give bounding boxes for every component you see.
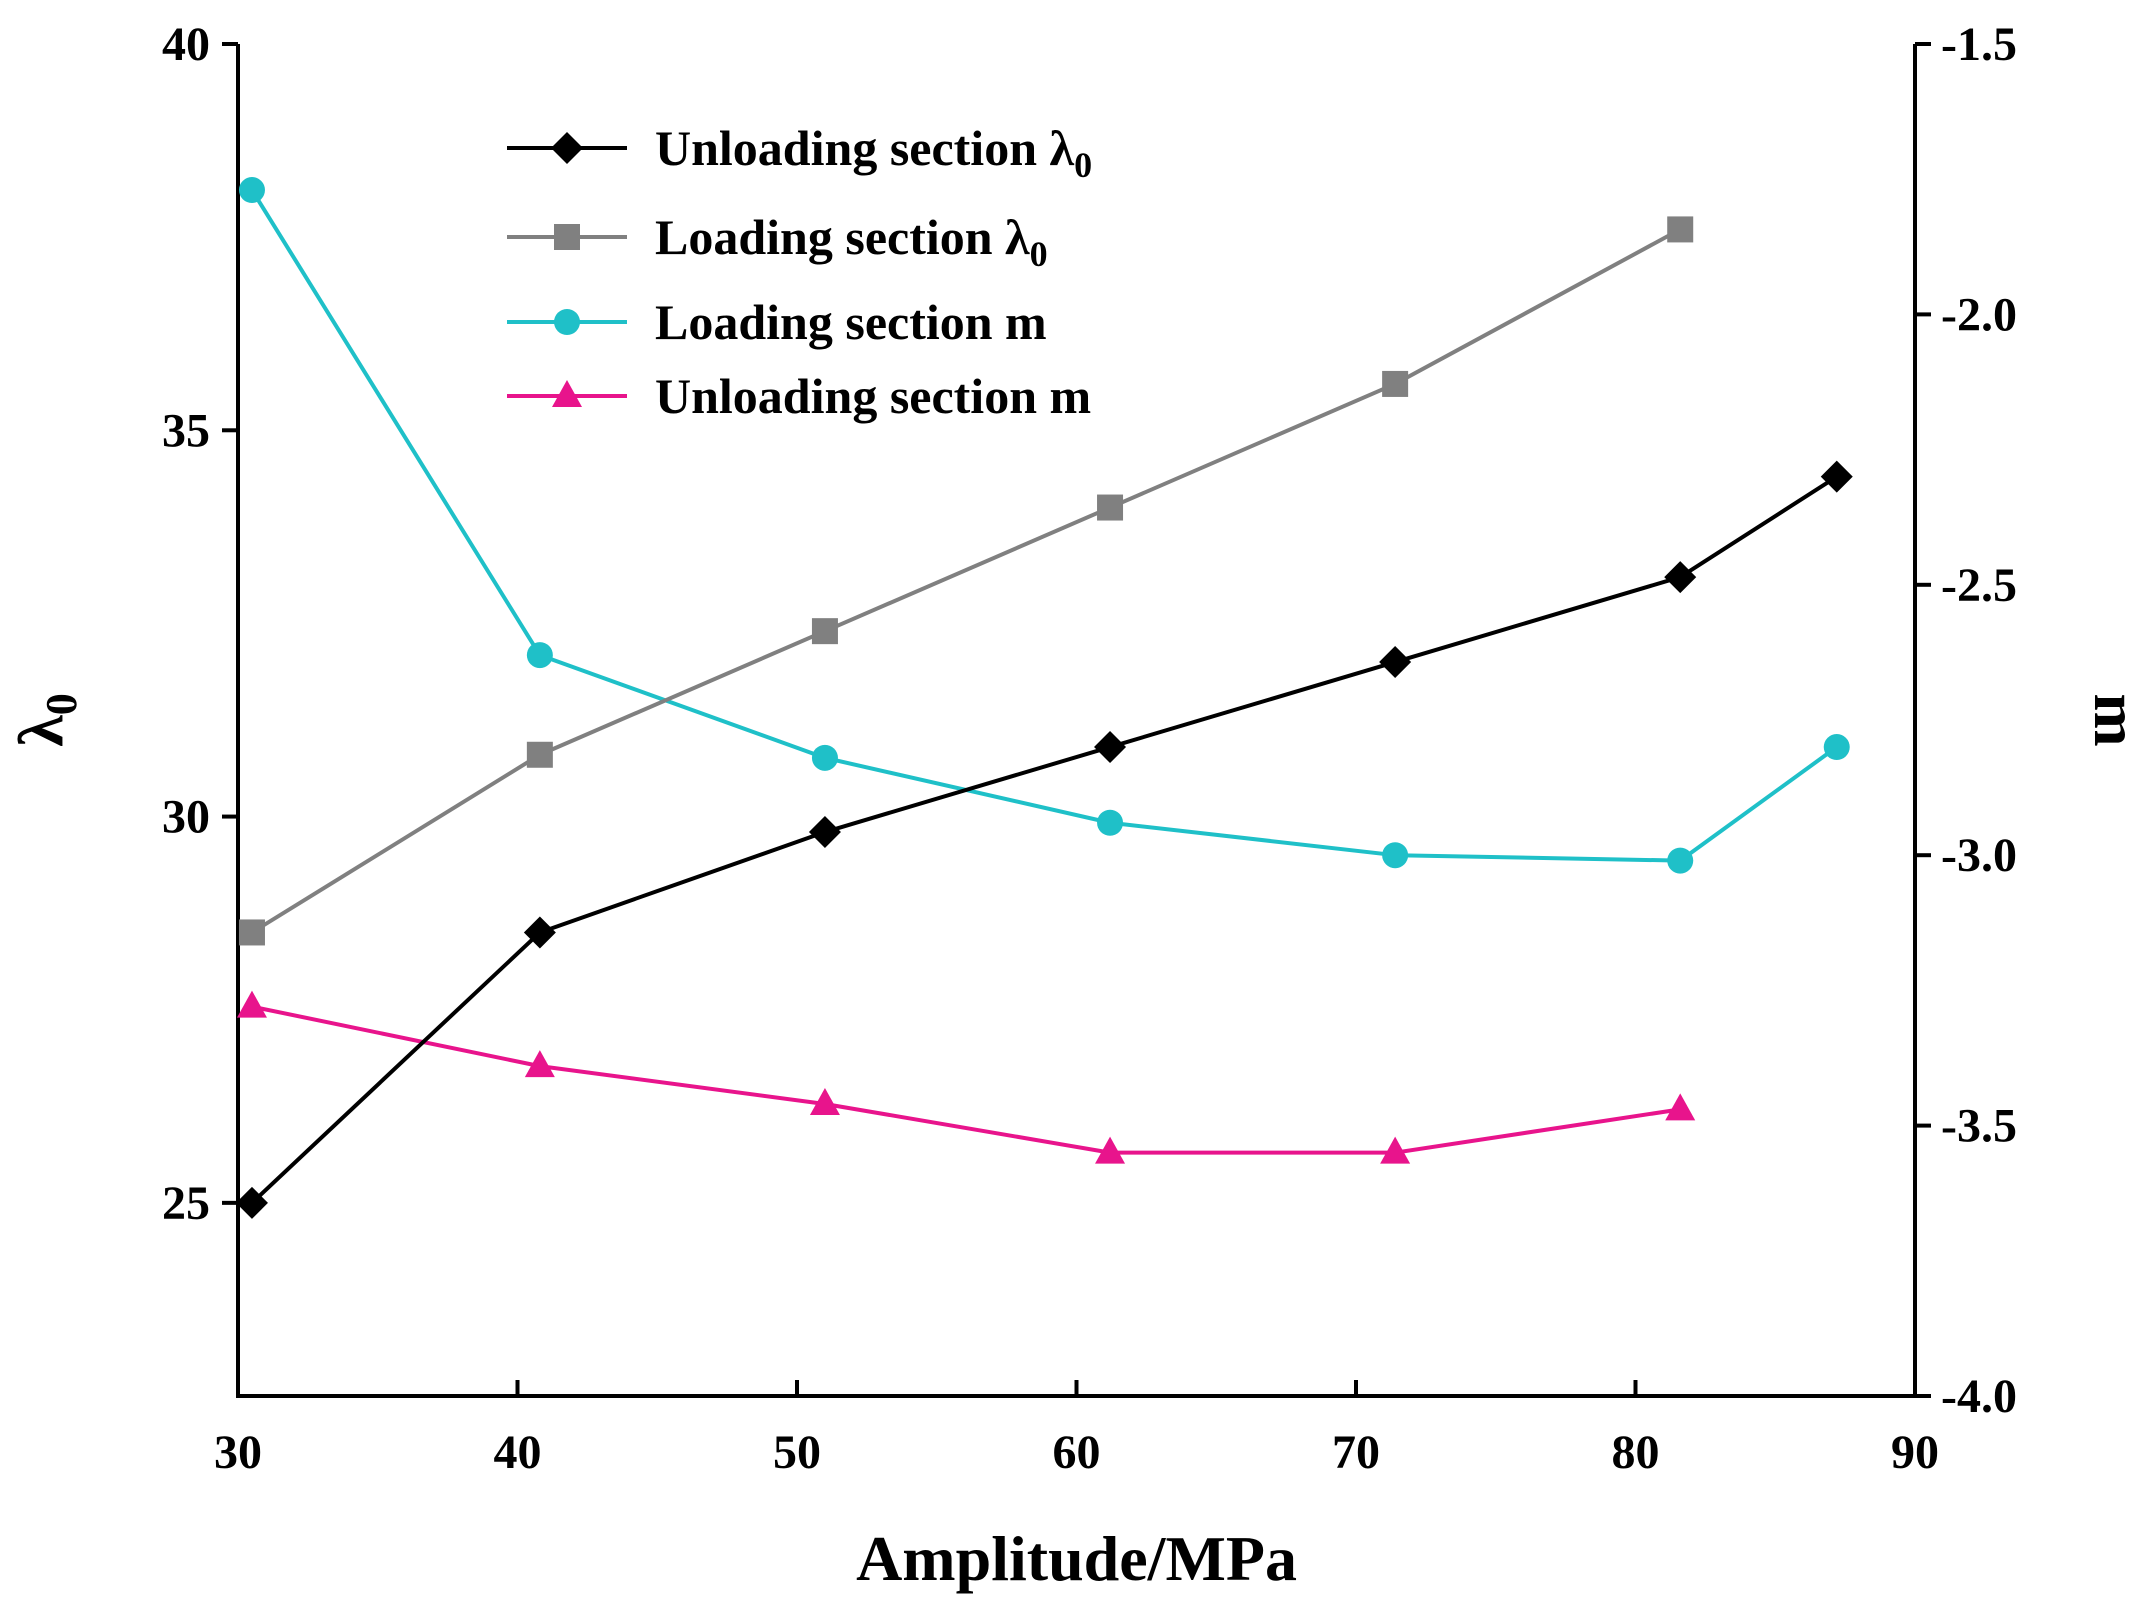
data-point (1094, 731, 1127, 764)
data-point (1095, 1136, 1126, 1164)
x-tick-label: 30 (214, 1426, 262, 1479)
y2-tick-label: -4.0 (1941, 1370, 2017, 1423)
data-point (238, 177, 265, 204)
legend-label: Loading section m (655, 294, 1047, 350)
y2-tick-label: -2.0 (1941, 288, 2017, 341)
y2-tick-label: -3.5 (1941, 1100, 2017, 1153)
data-point (1380, 1136, 1411, 1164)
axis-titles: Amplitude/MPa m λ0 (5, 693, 2131, 1594)
y2-axis-title: m (2081, 693, 2131, 746)
data-point (1667, 847, 1694, 874)
data-point (1379, 646, 1412, 679)
legend-item: Loading section m (507, 294, 1047, 350)
data-point (526, 741, 553, 768)
series-3 (236, 990, 1696, 1164)
data-point (1823, 734, 1850, 761)
series-line (251, 1004, 1681, 1155)
legend-label: Unloading section λ0 (655, 120, 1092, 185)
data-point (524, 1050, 555, 1078)
y-tick-label: 25 (162, 1177, 210, 1230)
data-point (1382, 370, 1409, 397)
x-axis-title: Amplitude/MPa (856, 1523, 1297, 1594)
legend-item: Loading section λ0 (507, 209, 1048, 274)
x-tick-label: 40 (494, 1426, 542, 1479)
data-point (1667, 216, 1694, 243)
series-line (250, 188, 1838, 863)
data-point (1820, 460, 1853, 493)
y2-tick-label: -1.5 (1941, 18, 2017, 71)
y-axis-title: λ0 (5, 693, 86, 746)
y-tick-label: 35 (162, 404, 210, 457)
series-0 (235, 460, 1853, 1219)
legend-marker (552, 380, 582, 407)
series-line (250, 227, 1682, 935)
data-point (811, 618, 838, 645)
legend-marker (551, 132, 583, 164)
x-tick-label: 80 (1612, 1426, 1660, 1479)
data-point (808, 816, 841, 849)
data-point (526, 642, 553, 669)
y2-tick-label: -3.0 (1941, 829, 2017, 882)
legend: Unloading section λ0 Loading section λ0 Lo… (507, 120, 1092, 424)
legend-item: Unloading section m (507, 368, 1091, 424)
data-point (523, 916, 556, 949)
legend-marker (554, 309, 580, 335)
data-point (236, 990, 267, 1018)
series-layer (235, 177, 1853, 1219)
x-tick-label: 70 (1332, 1426, 1380, 1479)
axes: 30 40 50 60 70 80 90 25 30 35 40 -4.0 -3.5 -3.0 -2.5 -2… (162, 18, 2017, 1479)
data-point (235, 1186, 268, 1219)
x-tick-label: 50 (773, 1426, 821, 1479)
data-point (811, 744, 838, 771)
data-point (1097, 809, 1124, 836)
legend-label: Loading section λ0 (655, 209, 1048, 274)
x-tick-label: 60 (1053, 1426, 1101, 1479)
x-tick-label: 90 (1891, 1426, 1939, 1479)
series-line (250, 474, 1838, 1205)
legend-marker (554, 224, 580, 250)
legend-item: Unloading section λ0 (507, 120, 1092, 185)
legend-label: Unloading section m (655, 368, 1091, 424)
y2-tick-label: -2.5 (1941, 559, 2017, 612)
data-point (238, 919, 265, 946)
series-1 (238, 216, 1694, 946)
data-point (1664, 561, 1697, 594)
y-tick-label: 40 (162, 18, 210, 71)
data-point (1382, 842, 1409, 869)
data-point (809, 1087, 840, 1115)
data-point (1097, 494, 1124, 521)
y-tick-label: 30 (162, 791, 210, 844)
series-2 (238, 177, 1850, 874)
data-point (1665, 1093, 1696, 1121)
